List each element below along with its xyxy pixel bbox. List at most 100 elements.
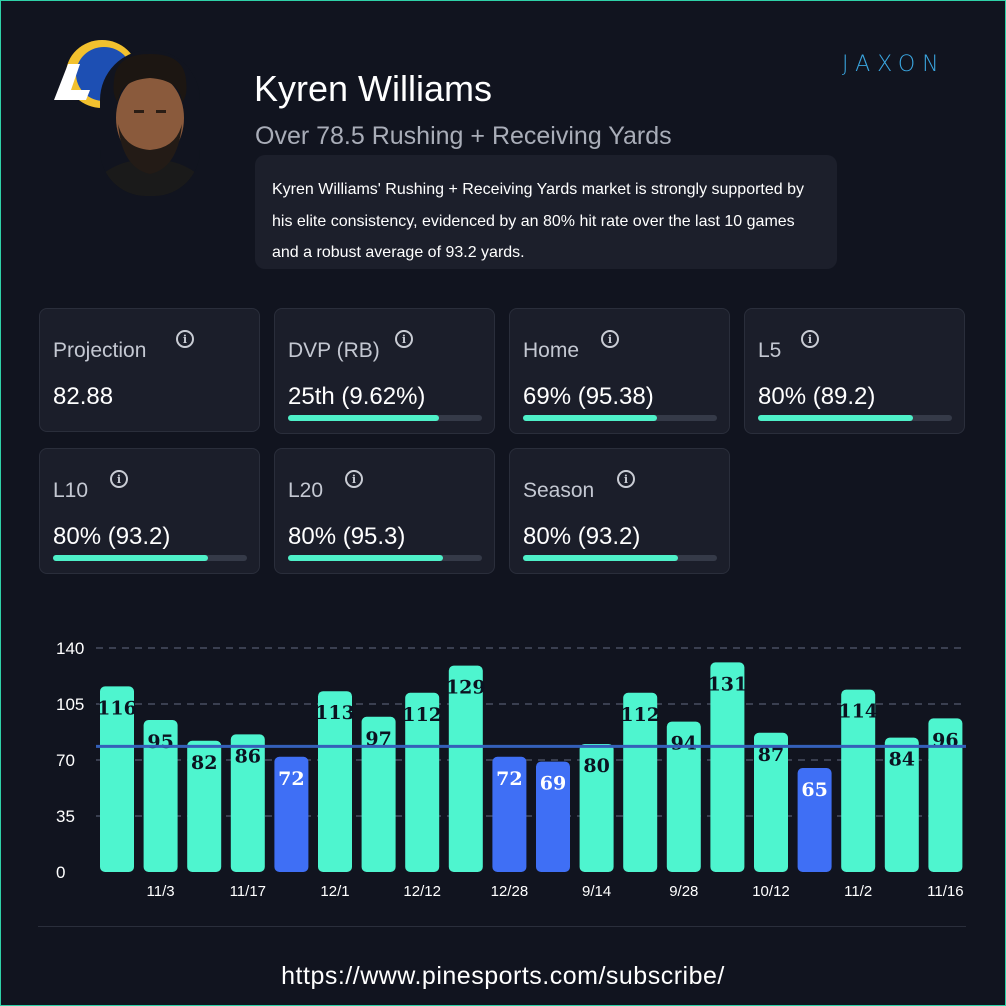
info-icon[interactable]: i [110,470,128,488]
bar [405,692,440,872]
x-tick-label: 12/1 [320,883,349,900]
footer-divider [38,926,966,927]
stat-card-dvp: DVP (RB) i 25th (9.62%) [274,308,495,434]
stat-card-projection: Projection i 82.88 [39,308,260,432]
progress-fill [288,415,440,421]
player-avatar [100,50,200,196]
market-title: Over 78.5 Rushing + Receiving Yards [255,122,672,150]
bar-value-label: 112 [620,704,660,726]
player-name: Kyren Williams [254,68,493,109]
card-value: 80% (93.2) [523,523,641,550]
bar [100,686,134,872]
bar [230,734,265,872]
x-tick-label: 12/12 [403,883,441,900]
stat-card-season: Season i 80% (93.2) [509,448,730,574]
bar [623,692,658,872]
bar-value-label: 131 [708,673,748,695]
progress-track [53,555,247,561]
card-label: L20 [288,479,324,502]
bar [754,732,788,872]
bar-value-label: 112 [402,704,442,726]
bar [143,720,178,872]
card-value: 80% (93.2) [53,523,171,550]
info-icon[interactable]: i [601,330,619,348]
card-value: 69% (95.38) [523,383,654,410]
y-tick-label: 140 [56,639,84,658]
x-tick-label: 12/28 [491,883,529,900]
bar [361,716,396,872]
bar [928,718,963,872]
bar [666,721,701,872]
progress-track [288,415,482,421]
x-tick-label: 9/28 [669,883,698,900]
brand-text: JAXON [842,52,946,77]
info-icon[interactable]: i [801,330,819,348]
bar-value-label: 69 [540,773,566,795]
card-label: Home [523,339,580,362]
card-value: 82.88 [53,383,114,410]
x-tick-label: 11/17 [230,883,266,900]
analysis-summary: Kyren Williams' Rushing + Receiving Yard… [255,155,837,269]
card-label: L5 [758,339,782,362]
bar [492,756,527,872]
stat-card-home: Home i 69% (95.38) [509,308,730,434]
bar-value-label: 113 [315,702,355,724]
progress-fill [53,555,209,561]
bar-value-label: 87 [758,744,784,766]
progress-track [523,555,717,561]
x-tick-label: 11/3 [147,883,175,900]
bar-value-label: 116 [97,697,137,719]
progress-track [758,415,952,421]
card-label: Season [523,479,595,502]
bar [579,744,614,872]
stat-card-l10: L10 i 80% (93.2) [39,448,260,574]
x-tick-label: 11/16 [927,883,963,900]
card-value: 80% (89.2) [758,383,876,410]
bar-value-label: 84 [889,749,915,771]
bar [274,756,309,872]
bar-value-label: 86 [235,745,261,767]
bar-value-label: 96 [932,729,958,751]
info-icon[interactable]: i [395,330,413,348]
progress-fill [758,415,914,421]
info-icon[interactable]: i [176,330,194,348]
progress-track [288,555,482,561]
bar [318,691,352,872]
stat-card-l5: L5 i 80% (89.2) [744,308,965,434]
y-tick-label: 70 [56,751,75,770]
bar-value-label: 97 [365,728,391,750]
bar-value-label: 94 [671,733,697,755]
card-label: DVP (RB) [288,339,380,362]
bar [797,768,832,872]
bar [187,740,222,872]
card-label: L10 [53,479,89,502]
info-icon[interactable]: i [345,470,363,488]
progress-fill [523,555,679,561]
bar-value-label: 65 [801,779,827,801]
info-icon[interactable]: i [617,470,635,488]
bar [841,689,876,872]
y-tick-label: 105 [56,695,84,714]
progress-fill [288,555,444,561]
y-tick-label: 0 [56,863,65,882]
x-tick-label: 11/2 [844,883,872,900]
bar [710,662,745,872]
bar-value-label: 114 [838,701,878,723]
progress-track [523,415,717,421]
bar [884,737,919,872]
bar [448,665,483,872]
card-label: Projection [53,339,147,362]
bar-value-label: 72 [278,768,304,790]
bar [536,761,570,872]
bar-value-label: 129 [446,677,486,699]
bar-value-label: 80 [583,755,609,777]
card-value: 80% (95.3) [288,523,406,550]
bar-value-label: 82 [191,752,217,774]
y-tick-label: 35 [56,807,75,826]
x-tick-label: 9/14 [582,883,611,900]
x-tick-label: 10/12 [752,883,790,900]
progress-fill [523,415,657,421]
footer-url[interactable]: https://www.pinesports.com/subscribe/ [281,962,725,990]
bar-value-label: 95 [147,731,173,753]
